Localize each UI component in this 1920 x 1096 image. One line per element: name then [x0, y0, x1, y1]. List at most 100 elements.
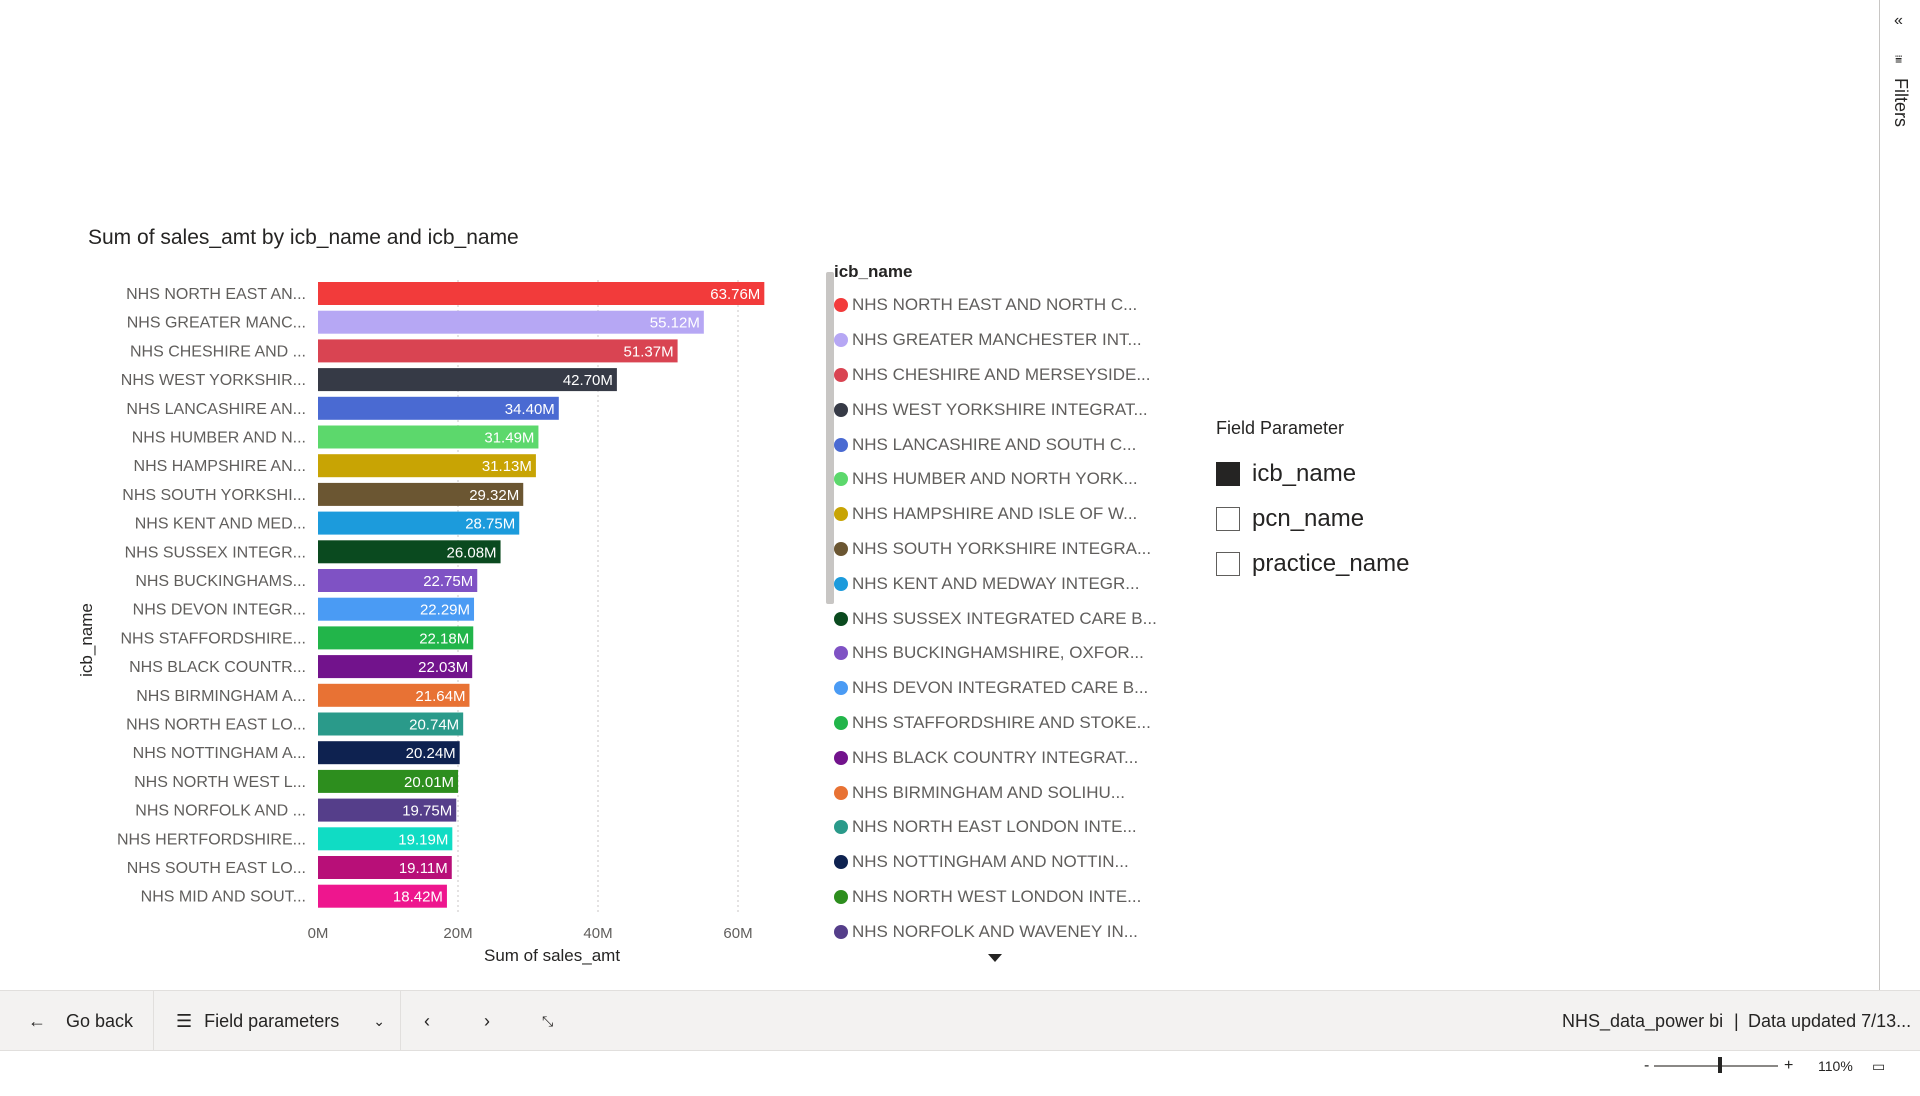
data-label: 51.37M: [624, 343, 674, 360]
bar[interactable]: [318, 798, 457, 822]
bar-chart[interactable]: 0M 20M 40M 60M 63.76M NHS NORTH EAST AN... 55.…: [0, 0, 800, 960]
data-label: 20.74M: [409, 717, 459, 734]
legend-item[interactable]: NHS NORTH EAST LONDON INTE...: [834, 810, 1157, 845]
legend-item[interactable]: NHS NOTTINGHAM AND NOTTIN...: [834, 845, 1157, 880]
legend-item[interactable]: NHS GREATER MANCHESTER INT...: [834, 323, 1157, 358]
bar[interactable]: [318, 597, 475, 621]
bar[interactable]: [318, 683, 470, 707]
legend-item[interactable]: NHS SOUTH YORKSHIRE INTEGRA...: [834, 532, 1157, 567]
legend-scrollbar[interactable]: [826, 272, 834, 604]
legend-label: NHS BUCKINGHAMSHIRE, OXFOR...: [852, 643, 1144, 663]
slicer-option-label: icb_name: [1252, 459, 1357, 487]
legend-label: NHS WEST YORKSHIRE INTEGRAT...: [852, 399, 1148, 419]
legend-label: NHS NORTH EAST LONDON INTE...: [852, 817, 1137, 837]
legend-item[interactable]: NHS NORFOLK AND WAVENEY IN...: [834, 914, 1157, 949]
legend-item[interactable]: NHS NORTH EAST AND NORTH C...: [834, 288, 1157, 323]
bar[interactable]: [318, 368, 617, 392]
legend-label: NHS SUSSEX INTEGRATED CARE B...: [852, 608, 1157, 628]
slicer-option[interactable]: icb_name: [1216, 451, 1409, 496]
legend-item[interactable]: NHS BUCKINGHAMSHIRE, OXFOR...: [834, 636, 1157, 671]
filters-label[interactable]: Filters: [1891, 78, 1911, 127]
data-label: 21.64M: [415, 688, 465, 705]
legend-item[interactable]: NHS LANCASHIRE AND SOUTH C...: [834, 427, 1157, 462]
legend-marker: [834, 507, 848, 522]
legend-item[interactable]: NHS WEST YORKSHIRE INTEGRAT...: [834, 392, 1157, 427]
bar[interactable]: [318, 396, 559, 420]
bar[interactable]: [318, 482, 524, 506]
slicer-option[interactable]: practice_name: [1216, 541, 1409, 586]
go-back-button[interactable]: ← Go back: [28, 991, 133, 1051]
legend-item[interactable]: NHS NORTH WEST LONDON INTE...: [834, 880, 1157, 915]
legend-label: NHS NORTH EAST AND NORTH C...: [852, 295, 1138, 315]
chart-legend: icb_name NHS NORTH EAST AND NORTH C... NH…: [826, 262, 1157, 941]
checkbox[interactable]: [1216, 506, 1240, 531]
zoom-in-button[interactable]: +: [1784, 1057, 1794, 1074]
data-label: 31.13M: [482, 458, 532, 475]
bar[interactable]: [318, 626, 474, 650]
zoom-level: 110%: [1818, 1058, 1853, 1074]
filters-pane[interactable]: « ⩸ Filters: [1879, 0, 1920, 990]
legend-label: NHS LANCASHIRE AND SOUTH C...: [852, 434, 1137, 454]
bar[interactable]: [318, 569, 478, 592]
bar[interactable]: [318, 540, 501, 564]
legend-label: NHS BLACK COUNTRY INTEGRAT...: [852, 747, 1139, 767]
collapse-button[interactable]: ⤡: [542, 991, 553, 1051]
data-label: 26.08M: [447, 544, 497, 561]
bar[interactable]: [318, 425, 539, 449]
zoom-slider-thumb[interactable]: [1718, 1057, 1722, 1073]
bar[interactable]: [318, 310, 704, 334]
bar[interactable]: [318, 827, 453, 851]
bar[interactable]: [318, 884, 447, 908]
y-tick-label: NHS MID AND SOUT...: [141, 889, 306, 906]
zoom-slider-track[interactable]: [1654, 1065, 1778, 1067]
legend-item[interactable]: NHS STAFFORDSHIRE AND STOKE...: [834, 706, 1157, 741]
collapse-arrows-icon: ⤡: [542, 1012, 554, 1029]
data-label: 29.32M: [469, 487, 519, 504]
legend-marker: [834, 402, 848, 417]
bar[interactable]: [318, 769, 459, 793]
page-selector[interactable]: ☰ Field parameters ⌄: [176, 991, 385, 1051]
bar[interactable]: [318, 454, 536, 478]
double-chevron-left-icon[interactable]: «: [1894, 12, 1903, 29]
legend-item[interactable]: NHS HUMBER AND NORTH YORK...: [834, 462, 1157, 497]
filter-icon: ⩸: [1895, 52, 1903, 66]
x-tick-label: 0M: [308, 925, 329, 942]
legend-item[interactable]: NHS CHESHIRE AND MERSEYSIDE...: [834, 358, 1157, 393]
legend-item[interactable]: NHS SUSSEX INTEGRATED CARE B...: [834, 601, 1157, 636]
slicer-option[interactable]: pcn_name: [1216, 496, 1409, 541]
next-page-button[interactable]: ›: [484, 991, 490, 1051]
caret-down-icon[interactable]: [988, 954, 1002, 962]
bar[interactable]: [318, 856, 452, 879]
bar[interactable]: [318, 655, 473, 679]
checkbox[interactable]: [1216, 461, 1240, 486]
previous-page-button[interactable]: ‹: [424, 991, 430, 1051]
bar[interactable]: [318, 282, 765, 305]
bar[interactable]: [318, 741, 460, 765]
fit-to-page-icon[interactable]: ▭: [1872, 1057, 1886, 1074]
legend-label: NHS DEVON INTEGRATED CARE B...: [852, 678, 1149, 698]
legend-marker: [834, 437, 848, 452]
bar[interactable]: [318, 511, 520, 535]
legend-item[interactable]: NHS BLACK COUNTRY INTEGRAT...: [834, 740, 1157, 775]
legend-item[interactable]: NHS BIRMINGHAM AND SOLIHU...: [834, 775, 1157, 810]
legend-marker: [834, 367, 848, 382]
y-tick-label: NHS DEVON INTEGR...: [133, 602, 306, 619]
legend-marker: [834, 785, 848, 800]
arrow-left-icon: ←: [28, 1010, 46, 1031]
y-tick-label: NHS LANCASHIRE AN...: [126, 401, 306, 418]
bar[interactable]: [318, 712, 464, 736]
legend-item[interactable]: NHS KENT AND MEDWAY INTEGR...: [834, 566, 1157, 601]
legend-item[interactable]: NHS DEVON INTEGRATED CARE B...: [834, 671, 1157, 706]
bar[interactable]: [318, 339, 678, 363]
legend-marker: [834, 541, 848, 556]
legend-label: NHS HAMPSHIRE AND ISLE OF W...: [852, 504, 1138, 524]
slicer-title: Field Parameter: [1216, 418, 1345, 438]
legend-marker: [834, 611, 848, 626]
zoom-out-button[interactable]: -: [1644, 1057, 1650, 1074]
x-tick-label: 40M: [583, 925, 612, 942]
y-tick-label: NHS BUCKINGHAMS...: [135, 573, 306, 590]
checkbox[interactable]: [1216, 551, 1240, 576]
legend-item[interactable]: NHS HAMPSHIRE AND ISLE OF W...: [834, 497, 1157, 532]
y-tick-label: NHS NORFOLK AND ...: [135, 803, 306, 820]
field-parameter-slicer: Field Parameter icb_name pcn_name practice…: [1216, 418, 1409, 586]
